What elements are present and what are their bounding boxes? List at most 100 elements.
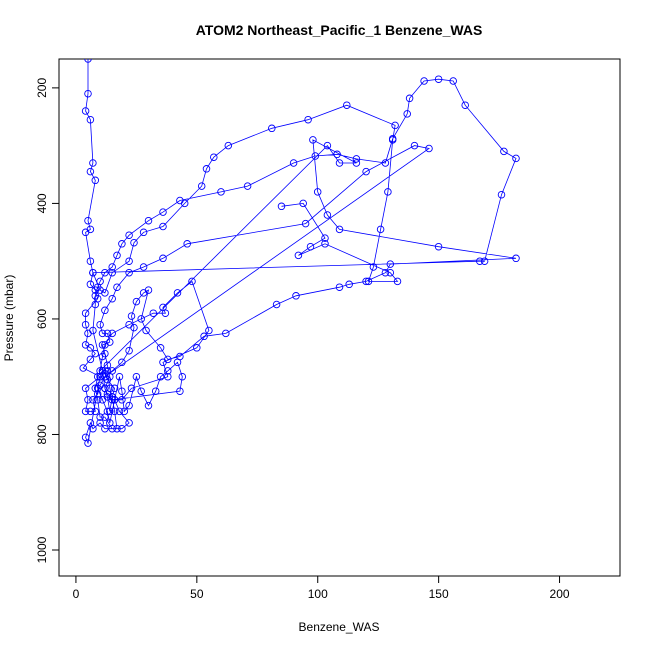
data-point [89,268,97,277]
y-tick-label: 600 [35,309,49,329]
data-point [323,211,332,219]
data-point [352,155,361,163]
data-point [115,407,124,416]
data-point [118,387,126,395]
data-point [101,341,109,349]
data-point [93,372,102,381]
data-point [110,407,119,416]
data-point [93,384,102,393]
data-point [84,396,92,404]
data-point [156,344,165,352]
data-point [164,372,172,381]
data-point [127,312,136,320]
data-point [132,372,141,381]
data-point [321,240,329,248]
data-point [369,263,378,271]
data-point [144,401,153,410]
data-point [323,141,332,150]
data-point [304,115,312,124]
data-point [93,396,102,404]
series-line [82,59,517,445]
data-point [108,329,116,338]
data-point [313,188,322,196]
data-point [81,384,90,393]
data-point [178,372,187,381]
data-point [108,424,116,433]
data-point [410,141,419,150]
data-point [89,396,97,404]
data-point [130,238,138,247]
y-axis-label: Pressure (mbar) [2,275,16,362]
data-point [173,289,182,297]
data-point [98,352,107,361]
data-point [106,407,114,416]
data-point [125,346,133,355]
data-point [333,150,341,159]
data-point [91,407,100,416]
data-point [91,292,100,300]
data-point [364,277,373,286]
data-point [118,396,126,404]
data-point [391,121,399,130]
data-point [103,329,112,338]
data-point [480,257,489,265]
data-point [86,344,95,352]
data-point [86,167,95,176]
data-point [294,251,303,260]
data-point [476,257,484,265]
data-point [345,280,353,289]
data-point [151,387,160,395]
data-point [156,372,165,381]
data-point [113,251,121,260]
data-point [200,332,208,341]
data-point [210,153,218,161]
data-point [386,268,395,277]
chart-title: ATOM2 Northeast_Pacific_1 Benzene_WAS [196,22,483,38]
data-point [500,147,508,156]
data-point [306,242,315,251]
data-point [108,263,116,271]
x-axis: 0 50 100 150 200 [73,575,570,601]
data-point [243,182,252,190]
y-tick-label: 800 [35,424,49,444]
data-point [381,159,390,167]
data-point [84,439,92,447]
data-point [512,154,520,163]
data-point [91,176,100,185]
data-point [98,329,107,338]
data-point [84,89,92,98]
data-point [434,242,443,251]
y-tick-label: 200 [35,78,49,98]
series-layer [79,59,520,447]
data-point [388,136,397,144]
data-point [159,254,167,263]
data-point [405,94,414,103]
data-point [497,190,506,199]
data-point [193,344,201,352]
data-point [311,152,320,160]
data-point [149,309,158,317]
data-point [81,320,90,329]
data-point [81,228,90,237]
data-point [205,326,213,335]
data-point [420,77,428,85]
data-point [115,372,124,381]
data-point [108,367,116,375]
data-point [89,326,97,335]
data-point [132,297,141,306]
data-point [86,419,95,427]
data-point [110,384,119,393]
data-point [217,188,225,196]
data-point [335,283,344,291]
data-point [362,277,370,286]
data-point [272,300,281,309]
data-point [120,407,129,416]
data-point [98,341,107,349]
data-point [113,424,121,433]
data-point [164,367,172,375]
data-point [183,240,191,248]
y-tick-label: 400 [35,193,49,213]
data-point [139,263,148,271]
data-point [96,277,104,286]
